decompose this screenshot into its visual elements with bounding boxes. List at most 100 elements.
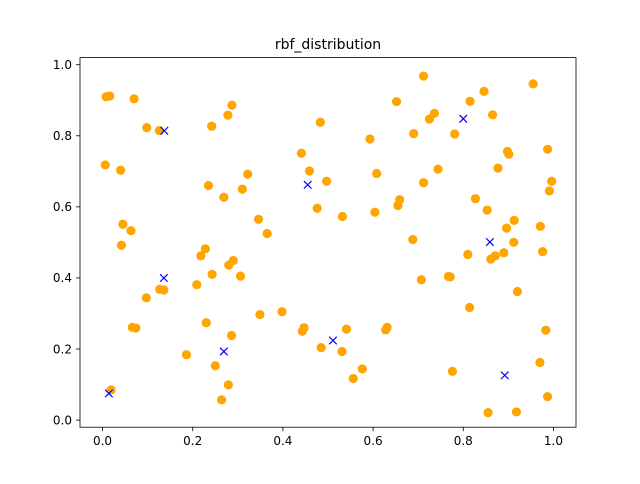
data-point-circle [192,280,202,290]
data-point-circle [450,129,460,139]
data-point-circle [409,129,419,139]
data-point-circle [115,165,126,175]
data-point-x [459,114,468,123]
data-point-circle [341,324,352,334]
data-point-circle [482,205,492,215]
data-point-circle [365,134,375,144]
data-point-circle [512,286,522,297]
data-point-circle [465,96,475,106]
data-point-x [160,126,169,136]
y-tick-label: 0.2 [53,342,72,356]
data-point-circle [203,180,214,191]
data-point-circle [223,110,233,120]
data-point-circle [445,272,455,282]
y-tick-label: 0.8 [53,129,72,143]
data-point-circle [357,364,367,374]
data-point-circle [200,244,210,254]
y-tick-label: 0.0 [53,413,72,427]
data-point-circle [348,373,358,384]
x-tick-label: 0.2 [183,434,202,448]
data-point-circle [196,251,206,261]
data-point-x [500,371,509,380]
y-tick-label: 1.0 [53,58,72,72]
data-point-circle [277,307,287,317]
data-point-circle [499,248,509,258]
y-tick-label: 0.6 [53,200,72,214]
chart-title: rbf_distribution [275,37,381,53]
data-marks [100,71,557,418]
data-point-circle [126,226,136,236]
data-point-circle [542,392,553,402]
data-point-circle [490,251,500,261]
x-tick-label: 0.0 [93,434,112,448]
data-point-circle [372,168,382,179]
data-point-circle [418,71,429,81]
data-point-circle [129,94,139,104]
data-point-circle [243,169,253,179]
series-1 [104,114,509,398]
data-point-x [303,180,312,190]
data-point-circle [535,357,545,368]
data-point-circle [227,100,237,110]
series-0 [100,71,557,418]
data-point-circle [511,407,522,417]
data-point-circle [262,228,272,239]
data-point-circle [106,385,116,395]
data-point-circle [296,148,306,158]
data-point-circle [470,194,481,204]
data-point-circle [382,322,392,332]
data-point-circle [223,380,233,390]
data-point-x [219,347,229,356]
data-point-circle [509,237,519,247]
axes-frame [79,57,577,428]
data-point-circle [337,211,348,222]
data-point-circle [493,163,503,173]
data-point-circle [141,293,151,303]
data-point-circle [538,247,548,257]
data-point-circle [370,207,380,217]
data-point-circle [181,350,192,360]
data-point-circle [255,309,265,320]
data-point-circle [253,214,264,224]
data-point-circle [541,325,551,335]
data-point-circle [315,117,325,127]
data-point-circle [210,361,220,371]
data-point-circle [312,203,322,213]
data-point-x [159,273,169,283]
x-tick-label: 0.8 [454,434,473,448]
data-point-circle [408,234,418,245]
data-point-circle [316,342,326,353]
data-point-circle [391,97,402,107]
data-point-circle [201,318,211,328]
data-point-circle [131,323,141,333]
data-point-circle [509,215,519,225]
data-point-circle [100,160,110,170]
data-point-x [485,237,495,247]
data-point-circle [142,123,152,133]
data-point-circle [228,255,238,266]
data-point-circle [154,125,164,136]
data-point-circle [337,346,347,357]
data-point-circle [501,223,512,233]
x-tick-label: 0.4 [273,434,292,448]
data-point-circle [105,91,115,101]
data-point-x [104,389,114,398]
data-point-circle [216,395,227,405]
data-point-circle [226,330,237,341]
data-point-circle [487,110,498,120]
data-point-circle [118,219,128,229]
data-point-x [328,336,338,345]
x-tick-label: 1.0 [544,434,563,448]
data-point-circle [483,408,493,418]
data-point-circle [544,186,554,196]
data-point-circle [479,86,489,96]
data-point-circle [304,166,315,176]
data-point-circle [535,221,545,232]
y-tick-label: 0.4 [53,271,72,285]
data-point-circle [464,302,475,313]
data-point-circle [207,121,217,131]
data-point-circle [429,108,440,118]
data-point-circle [322,176,332,186]
